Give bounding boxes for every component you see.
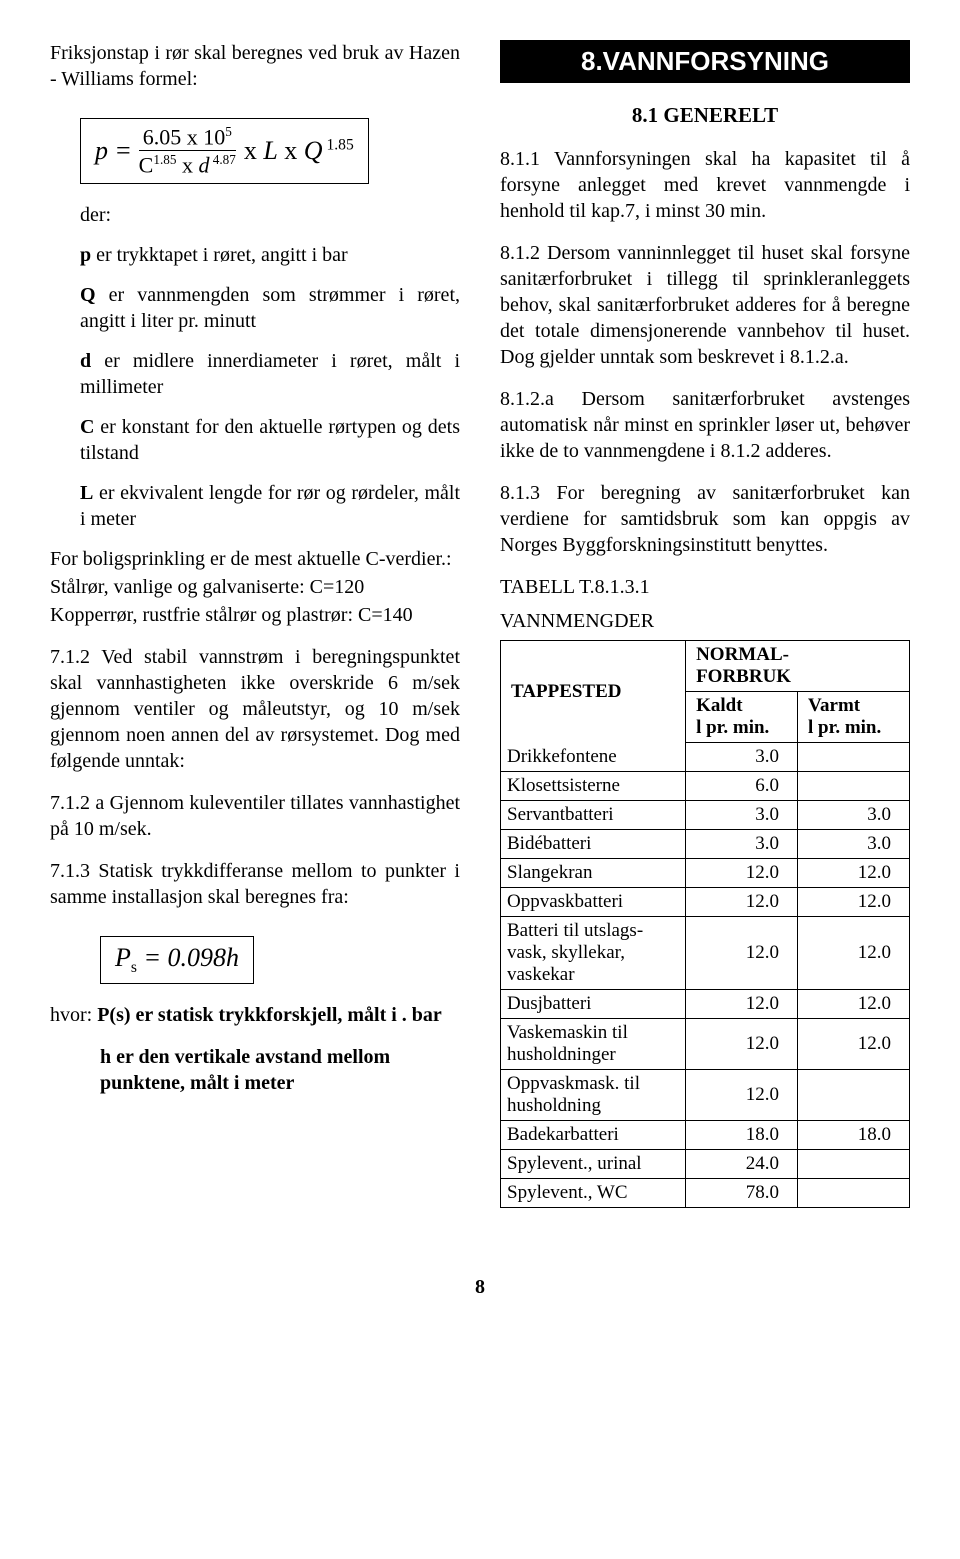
def-l: L er ekvivalent lengde for rør og rørdel… bbox=[80, 480, 460, 532]
table-row: Servantbatteri3.03.0 bbox=[501, 801, 910, 830]
table-row: Klosettsisterne6.0 bbox=[501, 772, 910, 801]
frac-den: C1.85 x d 4.87 bbox=[139, 151, 236, 176]
subsection-title: 8.1 GENERELT bbox=[500, 103, 910, 128]
table-body: Drikkefontene3.0Klosettsisterne6.0Servan… bbox=[501, 743, 910, 1208]
cell-name: Oppvaskmask. til husholdning bbox=[501, 1070, 686, 1121]
def-d: d er midlere innerdiameter i røret, målt… bbox=[80, 348, 460, 400]
formula-content: p = 6.05 x 105 C1.85 x d 4.87 x L x Q 1.… bbox=[95, 125, 354, 177]
c-values-copper: Kopperrør, rustfrie stålrør og plastrør:… bbox=[50, 602, 460, 628]
formula-hazen-williams: p = 6.05 x 105 C1.85 x d 4.87 x L x Q 1.… bbox=[80, 118, 369, 184]
cell-name: Slangekran bbox=[501, 859, 686, 888]
th-normalforbruk: NORMAL- FORBRUK bbox=[686, 641, 910, 692]
table-row: Slangekran12.012.0 bbox=[501, 859, 910, 888]
hvor-2: h er den vertikale avstand mellom punkte… bbox=[100, 1044, 460, 1096]
cell-name: Bidébatteri bbox=[501, 830, 686, 859]
intro-text: Friksjonstap i rør skal beregnes ved bru… bbox=[50, 40, 460, 92]
cell-hot bbox=[798, 743, 910, 772]
cell-cold: 3.0 bbox=[686, 801, 798, 830]
definitions-block: der: p er trykktapet i røret, angitt i b… bbox=[80, 202, 460, 532]
cell-name: Dusjbatteri bbox=[501, 990, 686, 1019]
cell-cold: 78.0 bbox=[686, 1179, 798, 1208]
cell-cold: 3.0 bbox=[686, 830, 798, 859]
def-p: p er trykktapet i røret, angitt i bar bbox=[80, 242, 460, 268]
cell-name: Klosettsisterne bbox=[501, 772, 686, 801]
cell-hot: 3.0 bbox=[798, 830, 910, 859]
cell-hot: 12.0 bbox=[798, 917, 910, 990]
table-row: Oppvaskmask. til husholdning12.0 bbox=[501, 1070, 910, 1121]
table-row: Drikkefontene3.0 bbox=[501, 743, 910, 772]
cell-hot bbox=[798, 1070, 910, 1121]
der-label: der: bbox=[80, 202, 460, 228]
cell-name: Oppvaskbatteri bbox=[501, 888, 686, 917]
table-row: Bidébatteri3.03.0 bbox=[501, 830, 910, 859]
cell-name: Batteri til utslags- vask, skyllekar, va… bbox=[501, 917, 686, 990]
section-title: 8.VANNFORSYNING bbox=[500, 40, 910, 83]
para-8-1-2: 8.1.2 Dersom vanninnlegget til huset ska… bbox=[500, 240, 910, 370]
table-row: Oppvaskbatteri12.012.0 bbox=[501, 888, 910, 917]
frac-num: 6.05 x 105 bbox=[139, 125, 236, 151]
table-row: Spylevent., urinal24.0 bbox=[501, 1150, 910, 1179]
th-kaldt: Kaldt l pr. min. bbox=[686, 692, 798, 743]
cell-cold: 3.0 bbox=[686, 743, 798, 772]
table-row: Batteri til utslags- vask, skyllekar, va… bbox=[501, 917, 910, 990]
th-tappested: TAPPESTED bbox=[501, 641, 686, 743]
formula2-content: Ps = 0.098h bbox=[115, 943, 239, 972]
table-row: Badekarbatteri18.018.0 bbox=[501, 1121, 910, 1150]
vannmengder-table: TAPPESTED NORMAL- FORBRUK Kaldt l pr. mi… bbox=[500, 640, 910, 1208]
cell-name: Vaskemaskin til husholdninger bbox=[501, 1019, 686, 1070]
formula-p: p bbox=[95, 136, 108, 166]
cell-hot: 12.0 bbox=[798, 990, 910, 1019]
table-row: Dusjbatteri12.012.0 bbox=[501, 990, 910, 1019]
cell-hot: 12.0 bbox=[798, 859, 910, 888]
def-q: Q er vannmengden som strømmer i røret, a… bbox=[80, 282, 460, 334]
cell-cold: 12.0 bbox=[686, 1019, 798, 1070]
page-number: 8 bbox=[0, 1258, 960, 1299]
formula-fraction: 6.05 x 105 C1.85 x d 4.87 bbox=[139, 125, 236, 177]
cell-name: Drikkefontene bbox=[501, 743, 686, 772]
para-7-1-3: 7.1.3 Statisk trykkdifferanse mellom to … bbox=[50, 858, 460, 910]
cell-hot: 12.0 bbox=[798, 888, 910, 917]
cell-cold: 6.0 bbox=[686, 772, 798, 801]
cell-cold: 12.0 bbox=[686, 859, 798, 888]
para-8-1-2-a: 8.1.2.a Dersom sanitærforbruket avstenge… bbox=[500, 386, 910, 464]
formula-eq: = bbox=[116, 136, 131, 166]
cell-name: Spylevent., WC bbox=[501, 1179, 686, 1208]
cell-hot bbox=[798, 1150, 910, 1179]
cell-cold: 12.0 bbox=[686, 917, 798, 990]
para-7-1-2-a: 7.1.2 a Gjennom kuleventiler tillates va… bbox=[50, 790, 460, 842]
cell-name: Badekarbatteri bbox=[501, 1121, 686, 1150]
cell-name: Servantbatteri bbox=[501, 801, 686, 830]
para-8-1-3: 8.1.3 For beregning av sanitærforbruket … bbox=[500, 480, 910, 558]
left-column: Friksjonstap i rør skal beregnes ved bru… bbox=[50, 40, 460, 1208]
cell-cold: 12.0 bbox=[686, 990, 798, 1019]
formula-tail: x L x Q 1.85 bbox=[244, 136, 354, 166]
cell-hot: 12.0 bbox=[798, 1019, 910, 1070]
def-c: C er konstant for den aktuelle rør­typen… bbox=[80, 414, 460, 466]
cell-cold: 12.0 bbox=[686, 1070, 798, 1121]
formula-static-pressure: Ps = 0.098h bbox=[100, 936, 254, 984]
th-varmt: Varmt l pr. min. bbox=[798, 692, 910, 743]
c-values-intro: For boligsprinkling er de mest aktuelle … bbox=[50, 546, 460, 572]
right-column: 8.VANNFORSYNING 8.1 GENERELT 8.1.1 Vannf… bbox=[500, 40, 910, 1208]
para-8-1-1: 8.1.1 Vannforsyningen skal ha kapasitet … bbox=[500, 146, 910, 224]
cell-hot bbox=[798, 772, 910, 801]
cell-cold: 12.0 bbox=[686, 888, 798, 917]
para-7-1-2: 7.1.2 Ved stabil vannstrøm i beregningsp… bbox=[50, 644, 460, 774]
table-row: Vaskemaskin til husholdninger12.012.0 bbox=[501, 1019, 910, 1070]
table-caption-1: TABELL T.8.1.3.1 bbox=[500, 574, 910, 600]
table-head: TAPPESTED NORMAL- FORBRUK Kaldt l pr. mi… bbox=[501, 641, 910, 743]
c-values-steel: Stålrør, vanlige og galvaniserte: C=120 bbox=[50, 574, 460, 600]
hvor-1: hvor: P(s) er statisk trykkforskjell, må… bbox=[50, 1002, 460, 1028]
cell-hot: 3.0 bbox=[798, 801, 910, 830]
cell-hot: 18.0 bbox=[798, 1121, 910, 1150]
table-row: Spylevent., WC78.0 bbox=[501, 1179, 910, 1208]
cell-hot bbox=[798, 1179, 910, 1208]
cell-name: Spylevent., urinal bbox=[501, 1150, 686, 1179]
page: Friksjonstap i rør skal beregnes ved bru… bbox=[0, 0, 960, 1258]
table-caption-2: VANNMENGDER bbox=[500, 608, 910, 634]
cell-cold: 24.0 bbox=[686, 1150, 798, 1179]
cell-cold: 18.0 bbox=[686, 1121, 798, 1150]
